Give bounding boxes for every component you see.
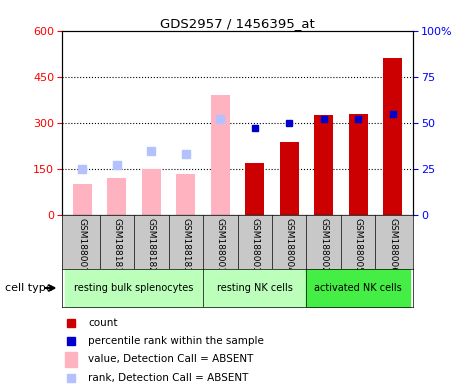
Text: GSM188003: GSM188003 xyxy=(250,218,259,273)
Text: GSM188181: GSM188181 xyxy=(113,218,122,273)
Bar xyxy=(383,58,402,215)
Text: GSM188004: GSM188004 xyxy=(285,218,294,273)
Text: GSM188183: GSM188183 xyxy=(181,218,190,273)
Text: GSM188002: GSM188002 xyxy=(319,218,328,273)
Text: activated NK cells: activated NK cells xyxy=(314,283,402,293)
Text: value, Detection Call = ABSENT: value, Detection Call = ABSENT xyxy=(88,354,254,364)
Text: GSM188007: GSM188007 xyxy=(78,218,87,273)
Bar xyxy=(314,115,333,215)
Bar xyxy=(245,164,264,215)
Text: GSM188005: GSM188005 xyxy=(353,218,362,273)
Text: cell type: cell type xyxy=(5,283,52,293)
Text: rank, Detection Call = ABSENT: rank, Detection Call = ABSENT xyxy=(88,373,248,383)
Text: count: count xyxy=(88,318,118,328)
Text: resting bulk splenocytes: resting bulk splenocytes xyxy=(75,283,194,293)
Bar xyxy=(107,178,126,215)
Bar xyxy=(349,114,368,215)
Text: percentile rank within the sample: percentile rank within the sample xyxy=(88,336,264,346)
Bar xyxy=(73,184,92,215)
Bar xyxy=(142,169,161,215)
Bar xyxy=(211,95,230,215)
Bar xyxy=(65,352,77,367)
Text: GSM188182: GSM188182 xyxy=(147,218,156,273)
Text: GSM188006: GSM188006 xyxy=(388,218,397,273)
Bar xyxy=(280,142,299,215)
Bar xyxy=(176,174,195,215)
Text: GSM188001: GSM188001 xyxy=(216,218,225,273)
Title: GDS2957 / 1456395_at: GDS2957 / 1456395_at xyxy=(160,17,315,30)
Text: resting NK cells: resting NK cells xyxy=(217,283,293,293)
